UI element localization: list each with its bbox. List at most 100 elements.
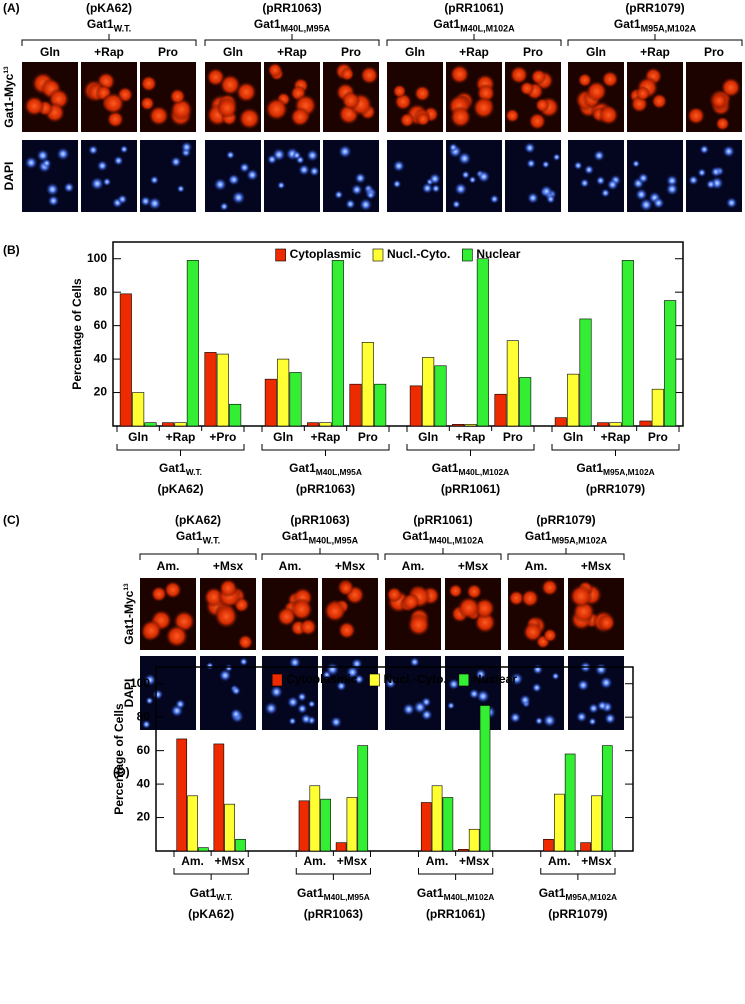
legend-label: Cytoplasmic — [286, 672, 358, 686]
cell — [338, 580, 354, 596]
row-label: DAPI — [2, 162, 16, 191]
cell — [526, 158, 537, 169]
plasmid: (pRR1061) — [441, 482, 500, 496]
condition-label: +Msx — [213, 559, 244, 573]
legend-swatch — [462, 248, 473, 262]
legend-swatch — [275, 248, 286, 262]
bar — [186, 260, 199, 427]
subscript: M40L,M95A — [281, 24, 331, 34]
label-text: Gat1 — [87, 17, 114, 31]
cell — [145, 696, 154, 705]
y-tick-label: 80 — [94, 284, 108, 298]
cell — [588, 717, 597, 726]
bar — [442, 797, 454, 852]
cell — [141, 719, 151, 729]
condition-label: Am. — [157, 559, 180, 573]
cell — [350, 183, 363, 196]
cell — [583, 164, 595, 175]
condition-label: Am. — [525, 559, 548, 573]
cell — [90, 176, 105, 191]
cell — [476, 689, 490, 704]
cell — [520, 589, 540, 608]
micrograph — [140, 656, 196, 730]
y-tick-label: 60 — [137, 743, 151, 757]
bar — [187, 795, 198, 852]
bar — [298, 800, 310, 852]
cell — [227, 173, 240, 186]
bar — [452, 424, 465, 427]
legend-label: Nuclear — [476, 247, 520, 261]
bracket — [116, 444, 245, 456]
cell — [323, 600, 346, 623]
bar — [543, 838, 554, 852]
y-tick-label: 40 — [137, 776, 151, 790]
bar — [464, 424, 477, 427]
x-tick-label: Gln — [273, 430, 293, 444]
cell — [596, 700, 608, 712]
legend-swatch — [369, 673, 380, 687]
bar — [409, 385, 422, 427]
label-text: Gat1 — [576, 461, 603, 475]
cell — [510, 672, 524, 686]
plasmid: (pRR1079) — [625, 1, 684, 15]
bar — [204, 352, 217, 427]
cell — [235, 81, 257, 103]
strain-name: Gat1M40L,M95A — [282, 529, 359, 546]
y-tick-label: 20 — [137, 810, 151, 824]
y-tick-label: 40 — [94, 351, 108, 365]
bracket — [386, 34, 562, 46]
x-tick-label: +Pro — [209, 430, 236, 444]
bar — [597, 422, 610, 427]
subscript: W.T. — [114, 24, 132, 34]
bar — [277, 358, 290, 427]
strain-name: Gat1M40L,M102A — [402, 529, 484, 546]
cell — [150, 585, 168, 603]
cell — [152, 689, 164, 700]
bar — [420, 802, 432, 852]
condition-label: Pro — [341, 45, 361, 59]
cell — [330, 716, 343, 729]
cell — [165, 624, 189, 648]
cell — [541, 160, 550, 169]
cell — [413, 85, 431, 102]
x-tick-label: +Rap — [456, 430, 486, 444]
plasmid: (pRR1063) — [290, 513, 349, 527]
bar — [264, 378, 277, 427]
y-axis-label: Percentage of Cells — [112, 703, 126, 815]
bar — [506, 340, 519, 427]
plasmid: (pRR1079) — [586, 482, 645, 496]
x-tick-label: Am. — [303, 854, 326, 868]
cell — [475, 668, 487, 681]
x-tick-label: Gln — [418, 430, 438, 444]
subscript: M40L,M102A — [458, 467, 509, 477]
cell — [113, 155, 124, 166]
subscript: M40L,M102A — [460, 24, 515, 34]
bar — [213, 743, 225, 852]
cell — [631, 159, 641, 168]
bar — [609, 422, 622, 427]
bar — [229, 403, 242, 427]
cell — [526, 191, 539, 205]
cell — [63, 181, 75, 194]
x-tick-label: +Msx — [337, 854, 368, 868]
cell — [229, 708, 243, 721]
label-text: Gat1 — [297, 886, 324, 900]
y-axis-label: Percentage of Cells — [70, 278, 84, 390]
strain-name: Gat1M95A,M102A — [576, 461, 654, 477]
cell — [637, 172, 649, 184]
strain-name: Gat1M95A,M102A — [614, 17, 697, 34]
cell — [325, 662, 340, 677]
y-tick-label: 100 — [87, 251, 107, 265]
condition-label: +Msx — [458, 559, 489, 573]
bar — [651, 388, 664, 427]
cell — [720, 77, 742, 98]
bar — [235, 838, 246, 852]
plasmid: (pRR1063) — [296, 482, 355, 496]
cell — [148, 196, 162, 211]
cell — [448, 142, 458, 153]
cell — [392, 84, 407, 99]
bar — [494, 393, 507, 427]
cell — [665, 182, 679, 196]
cell — [386, 586, 403, 603]
plasmid: (pKA62) — [86, 1, 132, 15]
